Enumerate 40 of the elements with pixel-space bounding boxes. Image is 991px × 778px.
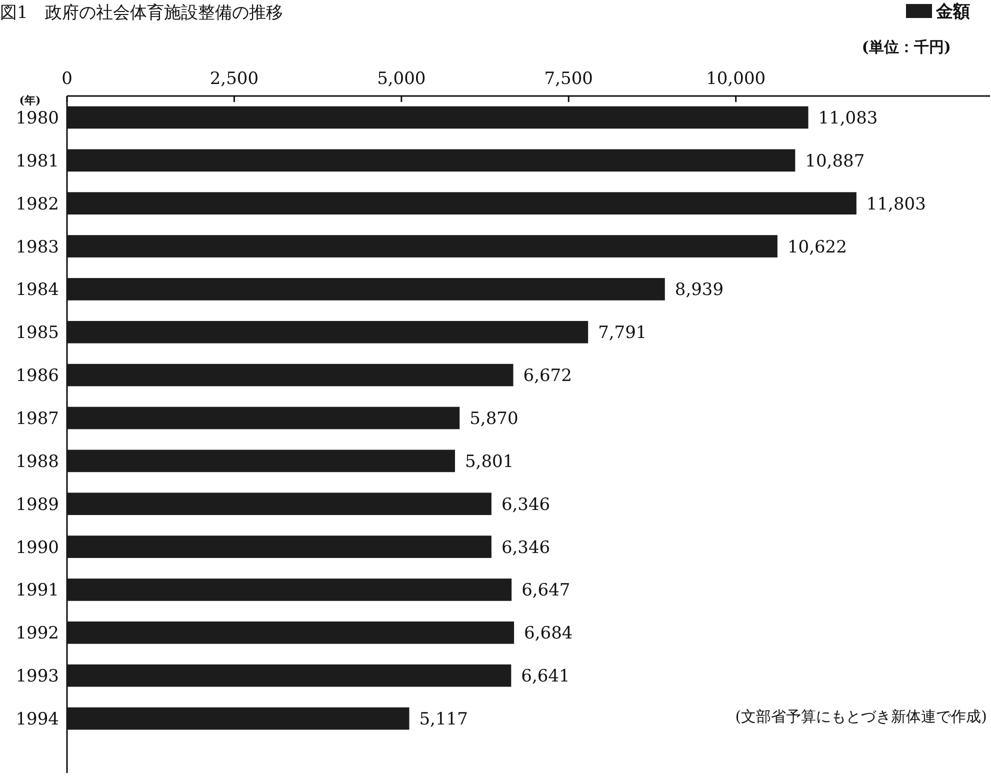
y-tick-label: 1987 <box>16 409 59 429</box>
data-label: 6,346 <box>501 538 550 558</box>
x-tick-label: 10,000 <box>706 69 766 89</box>
y-tick-label: 1992 <box>16 624 59 644</box>
data-label: 8,939 <box>674 280 724 300</box>
data-label: 5,117 <box>419 710 468 730</box>
x-tick-label: 0 <box>62 69 72 89</box>
data-label: 6,641 <box>521 666 570 687</box>
chart-title: 図1 政府の社会体育施設整備の推移 <box>0 3 283 23</box>
x-tick-label: 7,500 <box>544 69 593 89</box>
y-tick-label: 1994 <box>16 710 59 730</box>
y-tick-label: 1988 <box>16 452 59 472</box>
y-tick-label: 1983 <box>16 237 59 258</box>
data-label: 5,801 <box>464 452 514 472</box>
y-tick-label: 1984 <box>16 280 59 300</box>
y-axis-title: (年) <box>19 94 41 107</box>
data-label: 10,622 <box>787 237 847 258</box>
y-tick-label: 1980 <box>16 108 59 128</box>
y-tick-label: 1985 <box>16 323 59 344</box>
x-tick-label: 2,500 <box>210 69 259 89</box>
data-label: 6,647 <box>522 580 570 601</box>
y-tick-label: 1991 <box>16 580 59 601</box>
data-label: 6,346 <box>501 494 550 515</box>
y-tick-label: 1982 <box>16 194 59 214</box>
x-tick-label: 5,000 <box>377 69 426 89</box>
data-label: 10,887 <box>805 151 865 172</box>
annotation: (文部省予算にもとづき新体連で作成) <box>735 708 987 726</box>
y-tick-label: 1993 <box>16 666 59 687</box>
legend-label: 金額 <box>935 2 970 22</box>
data-label: 11,803 <box>866 194 926 214</box>
y-tick-label: 1989 <box>16 494 59 515</box>
data-label: 7,791 <box>598 323 647 344</box>
data-label: 6,684 <box>524 624 573 644</box>
y-tick-label: 1981 <box>16 151 59 172</box>
y-tick-label: 1986 <box>16 366 59 386</box>
y-tick-label: 1990 <box>16 538 59 558</box>
data-label: 6,672 <box>523 366 572 386</box>
text: (単位：千円) <box>862 38 951 56</box>
data-label: 11,083 <box>818 108 878 128</box>
data-label: 5,870 <box>470 409 518 429</box>
